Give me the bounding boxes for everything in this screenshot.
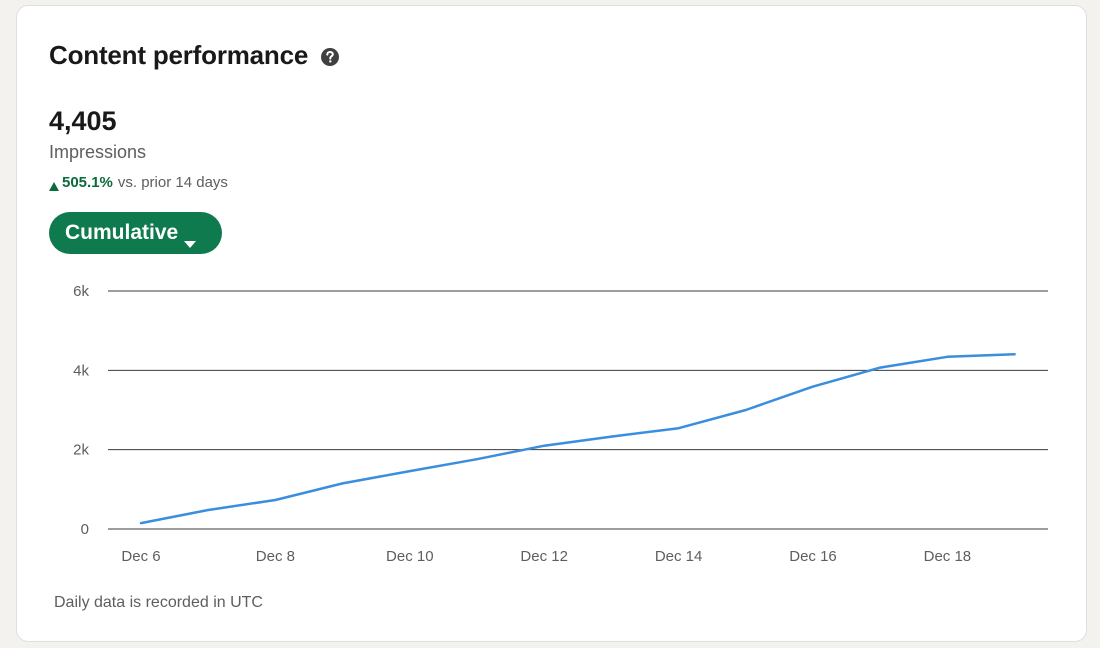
content-performance-card: Content performance 4,405 Impressions 50… [16, 5, 1087, 642]
title-row: Content performance [49, 40, 340, 71]
dropdown-label: Cumulative [65, 221, 179, 244]
y-tick-label: 2k [73, 442, 89, 459]
y-tick-label: 6k [73, 283, 89, 300]
x-tick-label: Dec 6 [121, 548, 160, 565]
impressions-value: 4,405 [49, 106, 117, 136]
x-tick-label: Dec 14 [655, 548, 703, 565]
x-tick-label: Dec 8 [256, 548, 295, 565]
x-tick-label: Dec 10 [386, 548, 434, 565]
x-tick-label: Dec 12 [520, 548, 568, 565]
card-title: Content performance [49, 40, 309, 70]
question-circle-icon[interactable] [320, 47, 340, 67]
triangle-up-icon [49, 178, 59, 191]
change-percent: 505.1% [62, 174, 113, 191]
change-comparison: vs. prior 14 days [117, 174, 228, 191]
impressions-series-line-0 [139, 353, 1016, 525]
x-tick-label: Dec 16 [789, 548, 837, 565]
impressions-label: Impressions [49, 142, 147, 162]
caret-down-icon [184, 230, 197, 248]
y-tick-label: 4k [73, 362, 89, 379]
y-tick-label: 0 [81, 521, 89, 538]
x-tick-label: Dec 18 [924, 548, 972, 565]
impressions-line-chart: 0 2k 4k 6k Dec 6 Dec 8 Dec 10 Dec 12 Dec 14 Dec 1… [73, 283, 1048, 565]
utc-footnote: Daily data is recorded in UTC [54, 594, 263, 611]
change-indicator: 505.1% vs. prior 14 days [49, 174, 228, 191]
cumulative-dropdown[interactable]: Cumulative [49, 212, 223, 254]
